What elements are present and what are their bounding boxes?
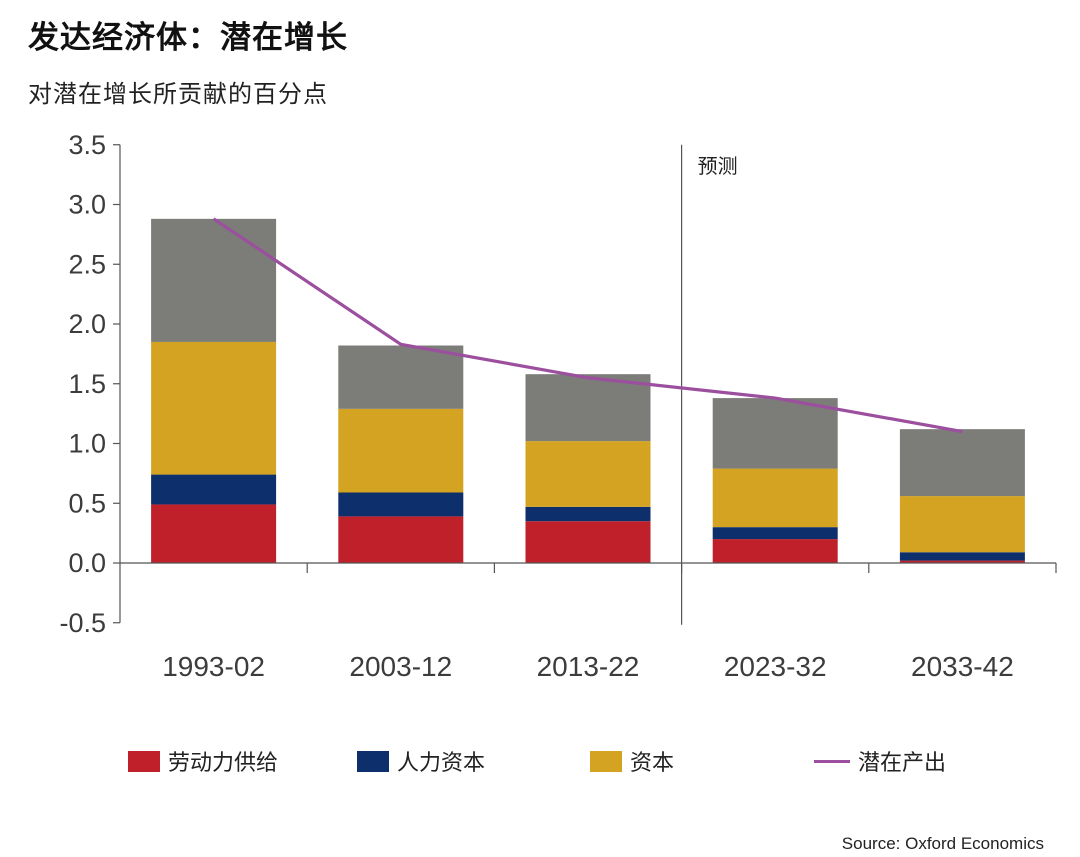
forecast-label: 预测 <box>698 154 738 178</box>
bar-3-2033-42 <box>899 496 1025 553</box>
bar-1-2033-42 <box>899 560 1025 563</box>
bar-2-2023-32 <box>712 527 838 540</box>
bar-1-1993-02 <box>151 504 277 563</box>
axes-layer <box>113 144 1057 625</box>
legend-label-human-capital: 人力资本 <box>397 751 486 776</box>
y-tick-label: 1.0 <box>68 429 106 459</box>
chart-title: 发达经济体：潜在增长 <box>28 20 348 56</box>
bar-4-2003-12 <box>338 345 464 409</box>
legend-line-potential-output <box>814 759 850 763</box>
bar-2-2033-42 <box>899 552 1025 561</box>
legend-swatch-capital <box>590 750 622 772</box>
bar-3-2013-22 <box>525 441 651 507</box>
bar-1-2013-22 <box>525 521 651 563</box>
bar-1-2003-12 <box>338 516 464 563</box>
chart-plot: 3.5 3.0 2.5 2.0 1.5 1.0 0.5 0.0 -0.5 1993-02 2003-… <box>59 130 1057 682</box>
y-tick-label: 2.0 <box>68 309 106 339</box>
bar-4-2013-22 <box>525 374 651 442</box>
y-tick-label: 3.5 <box>68 130 106 160</box>
legend-label-labor: 劳动力供给 <box>168 751 279 776</box>
legend-swatch-human-capital <box>357 750 389 772</box>
bar-3-2003-12 <box>338 408 464 493</box>
y-tick-label: 0.0 <box>68 548 106 578</box>
bars-layer <box>151 218 1025 563</box>
bar-2-1993-02 <box>151 474 277 505</box>
labels-layer: 3.5 3.0 2.5 2.0 1.5 1.0 0.5 0.0 -0.5 1993-02 2003-… <box>59 130 1013 682</box>
bar-4-2033-42 <box>899 429 1025 497</box>
y-tick-label: 0.5 <box>68 488 106 518</box>
legend-item-human-capital: 人力资本 <box>357 745 485 777</box>
legend-item-labor: 劳动力供给 <box>128 745 278 777</box>
x-tick-label: 2033-42 <box>911 651 1014 682</box>
x-tick-label: 2013-22 <box>537 651 640 682</box>
line-layer <box>212 217 963 434</box>
bar-1-2023-32 <box>712 539 838 563</box>
source-note: Source: Oxford Economics <box>841 834 1044 853</box>
legend-item-capital: 资本 <box>590 745 674 777</box>
legend-item-potential-output: 潜在产出 <box>814 745 946 777</box>
legend-label-potential-output: 潜在产出 <box>858 751 947 776</box>
x-tick-label: 2003-12 <box>349 651 452 682</box>
legend-label-capital: 资本 <box>630 751 675 776</box>
bar-3-1993-02 <box>151 341 277 475</box>
bar-2-2003-12 <box>338 492 464 517</box>
legend: 劳动力供给 人力资本 资本 潜在产出 <box>0 745 1080 777</box>
x-tick-label: 2023-32 <box>724 651 827 682</box>
x-tick-label: 1993-02 <box>162 651 265 682</box>
y-tick-label: 3.0 <box>68 190 106 220</box>
bar-4-1993-02 <box>151 218 277 342</box>
y-tick-label: 1.5 <box>68 369 106 399</box>
chart-subtitle: 对潜在增长所贡献的百分点 <box>28 80 328 108</box>
bar-2-2013-22 <box>525 506 651 522</box>
y-tick-label: 2.5 <box>68 249 106 279</box>
bar-4-2023-32 <box>712 398 838 469</box>
bar-3-2023-32 <box>712 468 838 528</box>
y-tick-label: -0.5 <box>59 608 106 638</box>
legend-swatch-labor <box>128 750 160 772</box>
